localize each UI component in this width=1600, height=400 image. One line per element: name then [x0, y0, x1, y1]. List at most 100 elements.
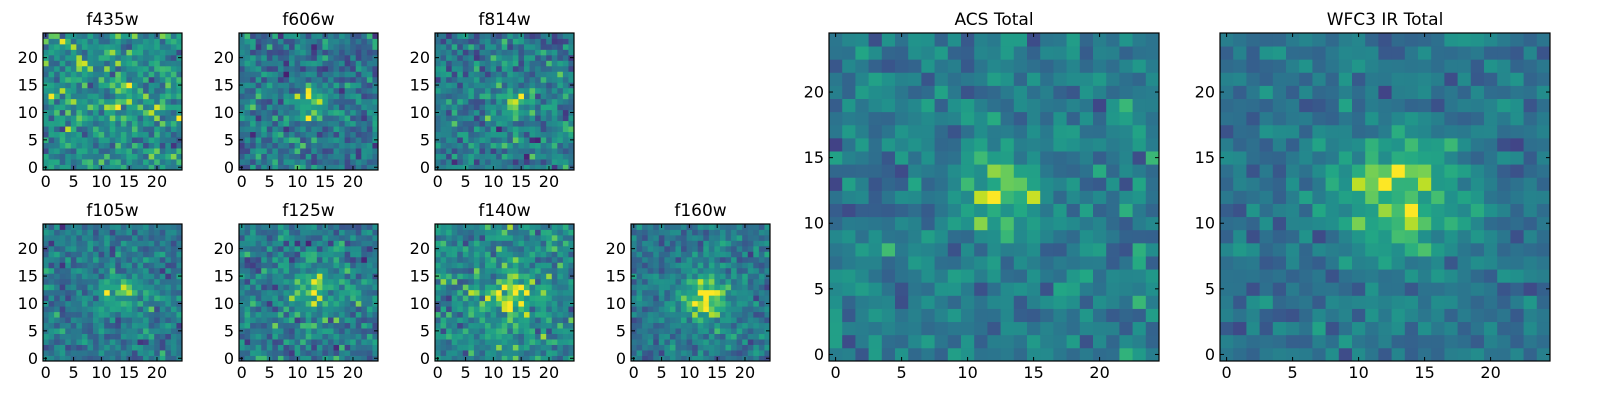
heatmap-cell — [126, 284, 133, 291]
heatmap-cell — [339, 328, 346, 334]
heatmap-cell — [1079, 295, 1094, 309]
heatmap-cell — [322, 262, 329, 269]
heatmap-cell — [277, 65, 284, 72]
heatmap-cell — [131, 54, 138, 61]
heatmap-cell — [501, 153, 508, 160]
heatmap-cell — [496, 164, 503, 171]
heatmap-cell — [868, 203, 883, 218]
heatmap-cell — [451, 115, 458, 122]
heatmap-cell — [457, 322, 464, 329]
heatmap-cell — [485, 245, 491, 252]
heatmap-cell — [159, 65, 166, 72]
heatmap-cell — [435, 262, 441, 269]
heatmap-cell — [115, 317, 122, 324]
heatmap-cell — [159, 71, 166, 78]
heatmap-cell — [154, 98, 161, 105]
heatmap-cells — [239, 33, 379, 171]
heatmap-cell — [435, 251, 441, 258]
heatmap-cell — [120, 33, 127, 39]
heatmap-cell — [868, 282, 883, 296]
heatmap-cell — [529, 262, 536, 269]
heatmap-cell — [355, 224, 362, 230]
heatmap-cell — [987, 334, 1001, 349]
heatmap-cell — [148, 82, 155, 89]
heatmap-cell — [725, 267, 732, 274]
heatmap-cell — [87, 43, 94, 50]
heatmap-cell — [440, 284, 447, 291]
heatmap-cell — [895, 164, 909, 178]
heatmap-cell — [170, 339, 177, 345]
x-tick-label: 20 — [343, 363, 363, 382]
heatmap-cell — [120, 104, 127, 111]
heatmap-cell — [244, 234, 251, 241]
heatmap-cell — [736, 350, 743, 356]
heatmap-cell — [115, 251, 122, 258]
heatmap-cell — [868, 347, 883, 362]
heatmap-cell — [435, 120, 441, 127]
heatmap-cell — [333, 322, 340, 329]
heatmap-cell — [546, 131, 553, 138]
heatmap-cell — [987, 321, 1001, 336]
heatmap-cell — [266, 104, 273, 111]
heatmap-cell — [333, 229, 340, 236]
heatmap-cell — [703, 317, 710, 324]
heatmap-cell — [339, 82, 346, 89]
heatmap-cell — [568, 76, 575, 83]
heatmap-cell — [540, 104, 547, 111]
heatmap-cell — [289, 76, 295, 83]
heatmap-cell — [496, 104, 503, 111]
heatmap-cell — [568, 333, 575, 340]
heatmap-cell — [277, 306, 284, 313]
heatmap-cell — [947, 190, 962, 204]
heatmap-cell — [568, 234, 575, 241]
heatmap-cell — [294, 65, 301, 72]
heatmap-cell — [143, 54, 150, 61]
heatmap-cell — [742, 240, 749, 247]
heatmap-cell — [440, 98, 447, 105]
heatmap-cell — [255, 262, 262, 269]
heatmap-cell — [435, 153, 441, 160]
heatmap-cell — [239, 87, 245, 94]
heatmap-cell — [708, 328, 715, 334]
heatmap-cell — [76, 142, 83, 149]
x-tick-label: 20 — [735, 363, 755, 382]
heatmap-cell — [93, 295, 99, 302]
heatmap-cell — [43, 159, 49, 165]
heatmap-cell — [98, 289, 105, 296]
heatmap-cell — [255, 267, 262, 274]
heatmap-cell — [468, 278, 475, 285]
heatmap-cell — [451, 267, 458, 274]
heatmap-cell — [435, 49, 441, 56]
heatmap-cell — [154, 38, 161, 45]
heatmap-cell — [540, 240, 547, 247]
heatmap-cell — [546, 234, 553, 241]
heatmap-cell — [43, 104, 49, 111]
heatmap-cell — [703, 240, 710, 247]
heatmap-cell — [496, 54, 503, 61]
heatmap-cell — [333, 328, 340, 334]
heatmap-cell — [501, 295, 508, 302]
heatmap-cell — [261, 93, 268, 100]
heatmap-cell — [753, 333, 760, 340]
heatmap-cell — [473, 300, 480, 307]
heatmap-cell — [54, 322, 61, 329]
heatmap-cell — [529, 115, 536, 122]
heatmap-cell — [1106, 282, 1120, 296]
heatmap-cell — [104, 60, 111, 67]
heatmap-cell — [947, 321, 962, 336]
heatmap-cell — [76, 49, 83, 56]
heatmap-cell — [551, 278, 558, 285]
heatmap-cell — [115, 278, 122, 285]
heatmap-cell — [98, 49, 105, 56]
y-tick-label: 15 — [214, 76, 234, 95]
heatmap-cell — [289, 120, 295, 127]
heatmap-cell — [366, 234, 373, 241]
heatmap-cell — [244, 137, 251, 143]
heatmap-cell — [961, 164, 975, 178]
heatmap-cell — [143, 137, 150, 143]
heatmap-cell — [725, 322, 732, 329]
heatmap-cell — [126, 245, 133, 252]
y-tick-label: 20 — [410, 48, 430, 67]
heatmap-cell — [496, 71, 503, 78]
heatmap-cell — [714, 322, 721, 329]
